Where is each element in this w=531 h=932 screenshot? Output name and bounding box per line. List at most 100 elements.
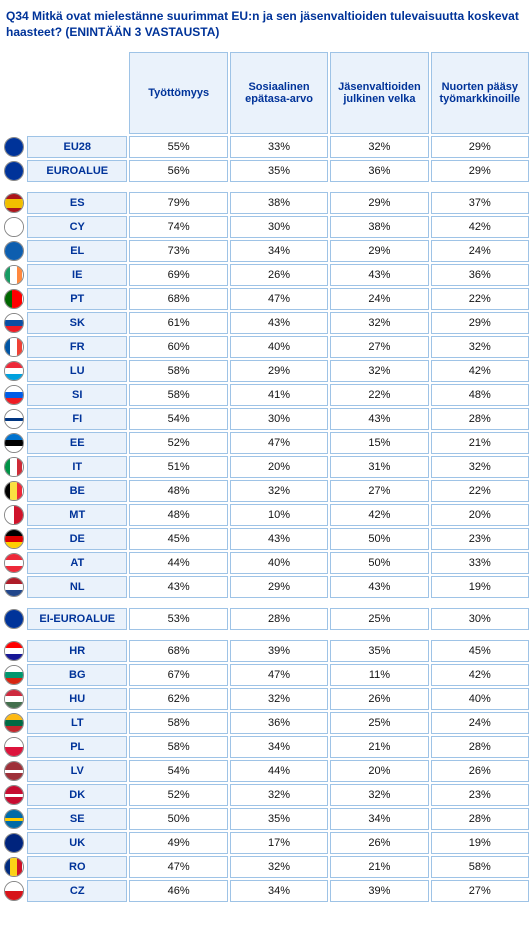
flag-icon: [2, 216, 25, 238]
cell-value: 58%: [431, 856, 529, 878]
cell-value: 32%: [230, 480, 328, 502]
row-label: LT: [27, 712, 127, 734]
cell-value: 43%: [129, 576, 227, 598]
table-row: EU2855%33%32%29%: [2, 136, 529, 158]
row-label: PT: [27, 288, 127, 310]
flag-icon: [2, 384, 25, 406]
flag-icon: [2, 528, 25, 550]
cell-value: 49%: [129, 832, 227, 854]
cell-value: 54%: [129, 408, 227, 430]
cell-value: 48%: [129, 480, 227, 502]
row-label: PL: [27, 736, 127, 758]
cell-value: 25%: [330, 712, 428, 734]
flag-icon: [2, 312, 25, 334]
row-label: LU: [27, 360, 127, 382]
cell-value: 20%: [330, 760, 428, 782]
row-label: RO: [27, 856, 127, 878]
cell-value: 22%: [431, 480, 529, 502]
cell-value: 28%: [230, 608, 328, 630]
cell-value: 67%: [129, 664, 227, 686]
row-label: CY: [27, 216, 127, 238]
cell-value: 26%: [330, 688, 428, 710]
cell-value: 68%: [129, 640, 227, 662]
flag-icon: [2, 240, 25, 262]
table-row: EE52%47%15%21%: [2, 432, 529, 454]
cell-value: 42%: [431, 664, 529, 686]
cell-value: 45%: [129, 528, 227, 550]
cell-value: 15%: [330, 432, 428, 454]
table-row: PL58%34%21%28%: [2, 736, 529, 758]
cell-value: 36%: [330, 160, 428, 182]
cell-value: 69%: [129, 264, 227, 286]
row-label: EUROALUE: [27, 160, 127, 182]
flag-icon: [2, 192, 25, 214]
flag-icon: [2, 784, 25, 806]
table-row: SI58%41%22%48%: [2, 384, 529, 406]
cell-value: 24%: [431, 240, 529, 262]
cell-value: 40%: [230, 552, 328, 574]
row-label: EE: [27, 432, 127, 454]
flag-icon: [2, 880, 25, 902]
table-row: ES79%38%29%37%: [2, 192, 529, 214]
flag-icon: [2, 760, 25, 782]
cell-value: 58%: [129, 384, 227, 406]
cell-value: 29%: [230, 576, 328, 598]
cell-value: 47%: [230, 432, 328, 454]
cell-value: 30%: [230, 216, 328, 238]
cell-value: 43%: [230, 312, 328, 334]
cell-value: 27%: [431, 880, 529, 902]
col-header: Nuorten pääsy työmarkkinoille: [431, 52, 529, 134]
cell-value: 35%: [230, 160, 328, 182]
flag-icon: [2, 856, 25, 878]
cell-value: 37%: [431, 192, 529, 214]
col-header: Sosiaalinen epätasa-arvo: [230, 52, 328, 134]
flag-icon: [2, 640, 25, 662]
cell-value: 23%: [431, 784, 529, 806]
cell-value: 50%: [330, 528, 428, 550]
cell-value: 39%: [330, 880, 428, 902]
table-row: BE48%32%27%22%: [2, 480, 529, 502]
cell-value: 29%: [330, 192, 428, 214]
row-label: AT: [27, 552, 127, 574]
table-row: LV54%44%20%26%: [2, 760, 529, 782]
row-label: HU: [27, 688, 127, 710]
table-row: DK52%32%32%23%: [2, 784, 529, 806]
cell-value: 52%: [129, 784, 227, 806]
cell-value: 20%: [230, 456, 328, 478]
cell-value: 32%: [230, 784, 328, 806]
cell-value: 36%: [431, 264, 529, 286]
cell-value: 74%: [129, 216, 227, 238]
flag-icon: [2, 576, 25, 598]
cell-value: 28%: [431, 736, 529, 758]
flag-icon: [2, 432, 25, 454]
flag-icon: [2, 480, 25, 502]
cell-value: 29%: [431, 160, 529, 182]
cell-value: 54%: [129, 760, 227, 782]
cell-value: 21%: [330, 736, 428, 758]
flag-header: [2, 52, 25, 134]
table-row: CZ46%34%39%27%: [2, 880, 529, 902]
cell-value: 27%: [330, 480, 428, 502]
cell-value: 42%: [330, 504, 428, 526]
cell-value: 43%: [330, 408, 428, 430]
table-row: SK61%43%32%29%: [2, 312, 529, 334]
row-label: CZ: [27, 880, 127, 902]
cell-value: 27%: [330, 336, 428, 358]
table-row: LU58%29%32%42%: [2, 360, 529, 382]
row-label: MT: [27, 504, 127, 526]
table-row: AT44%40%50%33%: [2, 552, 529, 574]
cell-value: 24%: [330, 288, 428, 310]
cell-value: 40%: [431, 688, 529, 710]
cell-value: 21%: [330, 856, 428, 878]
table-row: IT51%20%31%32%: [2, 456, 529, 478]
col-header: Jäsenvaltioiden julkinen velka: [330, 52, 428, 134]
row-label: LV: [27, 760, 127, 782]
cell-value: 56%: [129, 160, 227, 182]
cell-value: 32%: [230, 688, 328, 710]
cell-value: 43%: [330, 264, 428, 286]
cell-value: 24%: [431, 712, 529, 734]
flag-icon: [2, 608, 25, 630]
cell-value: 40%: [230, 336, 328, 358]
cell-value: 79%: [129, 192, 227, 214]
cell-value: 47%: [230, 288, 328, 310]
